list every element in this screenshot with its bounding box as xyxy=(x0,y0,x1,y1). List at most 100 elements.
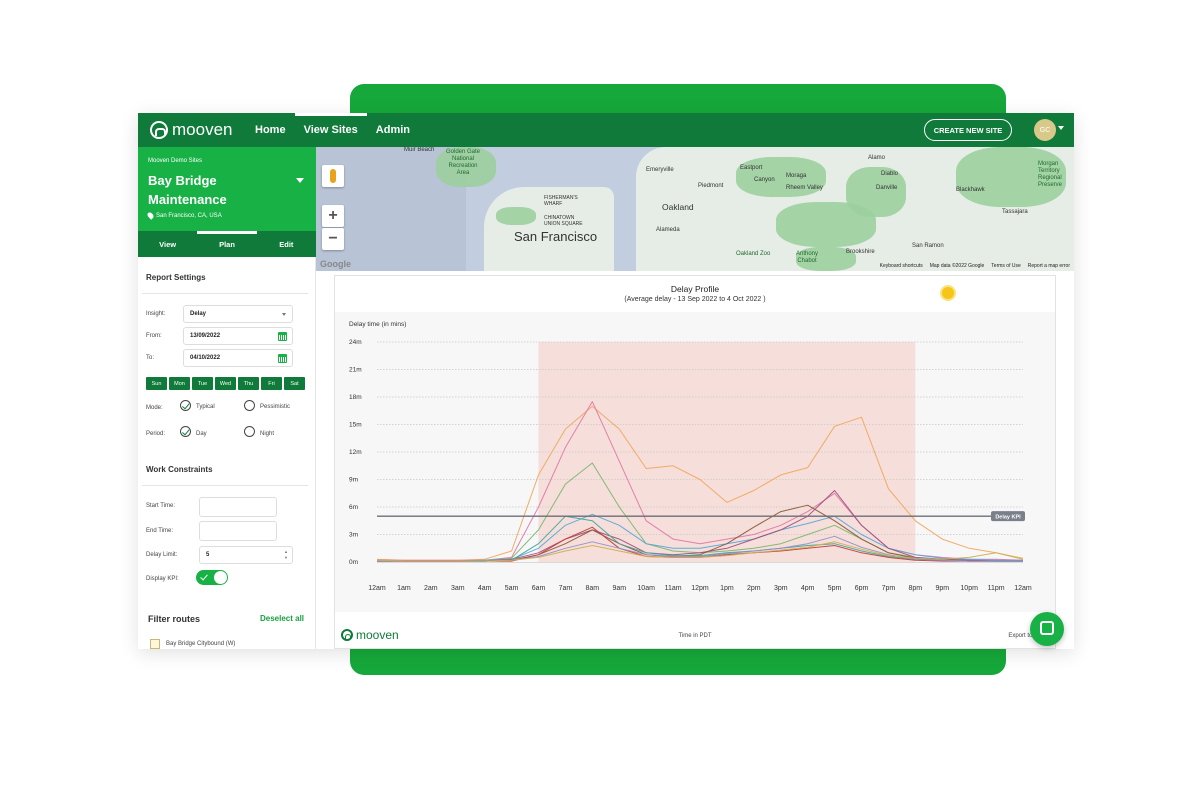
site-title-line-1: Bay Bridge xyxy=(148,173,217,188)
map-label-moraga: Moraga xyxy=(786,173,807,179)
tab-view[interactable]: View xyxy=(159,239,177,249)
period-label: Period: xyxy=(146,431,166,437)
chart-title: Delay Profile xyxy=(670,284,720,294)
end-time-label: End Time: xyxy=(146,528,174,534)
x-tick-label: 5am xyxy=(505,585,519,592)
display-kpi-toggle[interactable] xyxy=(196,570,228,585)
create-new-site-button[interactable]: CREATE NEW SITE xyxy=(924,119,1012,141)
tab-edit[interactable]: Edit xyxy=(279,239,294,249)
y-tick-label: 12m xyxy=(349,449,362,456)
chat-button[interactable] xyxy=(1030,612,1064,646)
map-report-error-link[interactable]: Report a map error xyxy=(1027,263,1070,269)
x-tick-label: 11am xyxy=(665,585,682,592)
x-tick-label: 7pm xyxy=(882,585,896,592)
map-terms-link[interactable]: Terms of Use xyxy=(991,263,1021,269)
delay-limit-stepper[interactable]: 5 ▲ ▼ xyxy=(199,546,293,564)
site-header: Mooven Demo Sites Bay Bridge Maintenance… xyxy=(138,147,316,231)
nav-admin[interactable]: Admin xyxy=(375,124,411,136)
period-day-label: Day xyxy=(196,431,207,437)
x-tick-label: 3am xyxy=(451,585,465,592)
map-park xyxy=(436,147,496,187)
map[interactable]: San Francisco Oakland Golden Gate Nation… xyxy=(316,147,1074,271)
avatar[interactable]: GC xyxy=(1034,119,1056,141)
map-keyboard-shortcuts[interactable]: Keyboard shortcuts xyxy=(879,263,923,269)
tab-plan[interactable]: Plan xyxy=(197,231,256,257)
mode-pessimistic-label: Pessimistic xyxy=(260,404,291,410)
calendar-icon[interactable] xyxy=(278,332,287,341)
x-tick-label: 7am xyxy=(559,585,573,592)
zoom-in-button[interactable]: + xyxy=(322,205,344,227)
to-date-input[interactable]: 04/10/2022 xyxy=(183,349,293,367)
deselect-all-link[interactable]: Deselect all xyxy=(260,614,305,623)
day-mon[interactable]: Mon xyxy=(169,377,190,390)
day-thu[interactable]: Thu xyxy=(238,377,259,390)
map-label-brookshire: Brookshire xyxy=(846,249,875,255)
x-tick-label: 12pm xyxy=(691,585,709,592)
site-title-line-2: Maintenance xyxy=(148,192,227,207)
plot-area: Delay time (in mins) 0m 3m 6m 9m 12m 15m 18m 21m… xyxy=(335,312,1055,612)
y-tick-label: 0m xyxy=(349,559,358,566)
x-tick-label: 1pm xyxy=(720,585,734,592)
mode-pessimistic-radio[interactable] xyxy=(244,400,255,411)
to-date-value: 04/10/2022 xyxy=(190,355,221,361)
day-fri[interactable]: Fri xyxy=(261,377,282,390)
x-tick-label: 4pm xyxy=(801,585,815,592)
x-tick-label: 10am xyxy=(637,585,655,592)
site-select-caret-icon[interactable] xyxy=(296,178,304,183)
site-location-text: San Francisco, CA, USA xyxy=(156,212,222,219)
site-location: San Francisco, CA, USA xyxy=(146,211,222,220)
calendar-icon[interactable] xyxy=(278,354,287,363)
checkmark-icon xyxy=(200,572,208,581)
chevron-down-icon[interactable] xyxy=(1058,126,1064,130)
logo-text: mooven xyxy=(172,120,233,139)
location-pin-icon xyxy=(146,211,155,220)
sidebar: Mooven Demo Sites Bay Bridge Maintenance… xyxy=(138,147,316,649)
map-label-tassajara: Tassajara xyxy=(1002,209,1028,215)
mode-typical-radio[interactable] xyxy=(180,400,191,411)
y-tick-label: 15m xyxy=(349,422,362,429)
work-window-shading xyxy=(538,342,916,562)
day-sun[interactable]: Sun xyxy=(146,377,167,390)
stepper-arrows-icon[interactable]: ▲ ▼ xyxy=(284,549,288,560)
site-group-label: Mooven Demo Sites xyxy=(148,158,203,164)
map-label-fishermans: FISHERMAN'S WHARF xyxy=(544,195,578,207)
site-title[interactable]: Bay Bridge Maintenance xyxy=(148,171,298,209)
x-tick-label: 11pm xyxy=(988,585,1005,592)
series-line xyxy=(376,405,1024,561)
mooven-logo[interactable]: mooven xyxy=(150,120,232,140)
to-label: To: xyxy=(146,355,155,361)
day-wed[interactable]: Wed xyxy=(215,377,236,390)
insight-select[interactable]: Delay xyxy=(183,305,293,323)
map-park xyxy=(846,167,906,217)
insight-label: Insight: xyxy=(146,311,166,317)
map-park xyxy=(496,207,536,225)
mode-typical-label: Typical xyxy=(196,404,215,410)
route-checkbox[interactable] xyxy=(150,639,160,649)
series-line xyxy=(376,513,1023,562)
period-day-radio[interactable] xyxy=(180,426,191,437)
end-time-input[interactable] xyxy=(199,521,277,541)
from-label: From: xyxy=(146,333,162,339)
x-tick-label: 8am xyxy=(586,585,600,592)
day-tue[interactable]: Tue xyxy=(192,377,213,390)
map-label-anthony-chabot: Anthony Chabot xyxy=(796,251,819,264)
nav-home[interactable]: Home xyxy=(255,124,286,136)
divider xyxy=(142,293,308,294)
main-nav: Home View Sites Admin xyxy=(246,113,419,147)
nav-view-sites[interactable]: View Sites xyxy=(294,113,367,147)
toggle-knob xyxy=(214,571,227,584)
period-night-radio[interactable] xyxy=(244,426,255,437)
x-tick-label: 2pm xyxy=(747,585,761,592)
day-sat[interactable]: Sat xyxy=(284,377,305,390)
google-logo: Google xyxy=(320,259,351,269)
map-label-blackhawk: Blackhawk xyxy=(956,187,985,193)
zoom-out-button[interactable]: − xyxy=(322,228,344,250)
from-date-input[interactable]: 13/09/2022 xyxy=(183,327,293,345)
start-time-input[interactable] xyxy=(199,497,277,517)
sun-icon[interactable] xyxy=(942,287,954,299)
y-tick-label: 6m xyxy=(349,504,358,511)
map-label-golden-gate: Golden Gate National Recreation Area xyxy=(446,149,481,176)
street-view-pegman-icon[interactable] xyxy=(322,165,344,187)
export-png-link[interactable]: Export to PNG xyxy=(1008,633,1047,639)
x-tick-label: 6am xyxy=(532,585,546,592)
